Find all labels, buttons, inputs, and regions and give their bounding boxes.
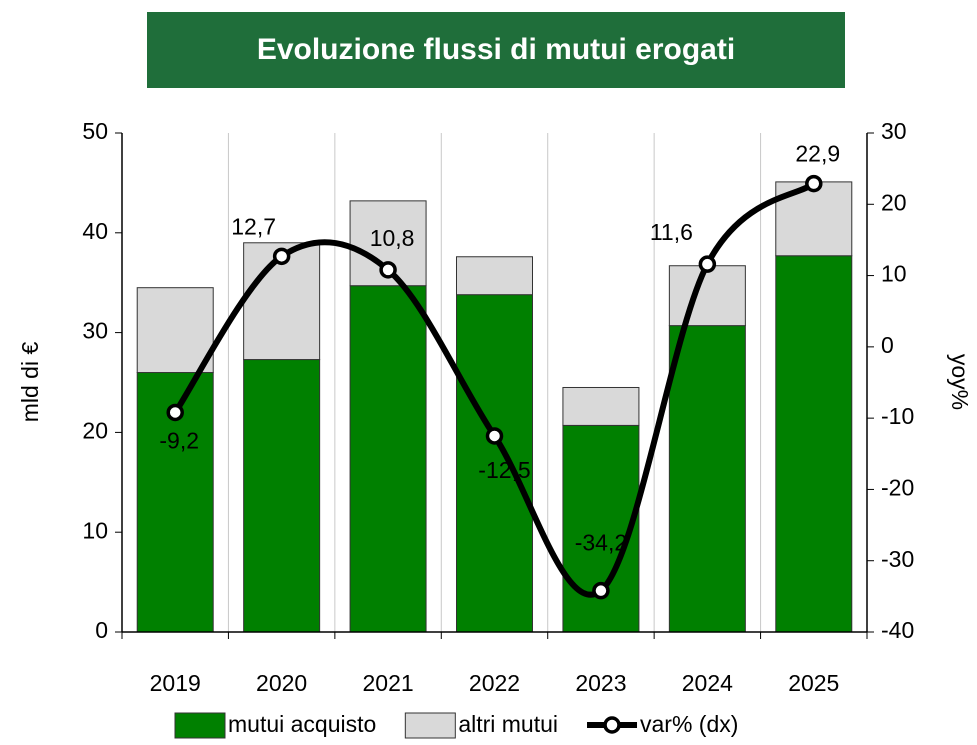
y2-tick-label: 0	[881, 332, 894, 358]
data-label: -9,2	[159, 428, 199, 454]
y-axis-title: mld di €	[17, 342, 43, 423]
data-label: 12,7	[231, 213, 276, 239]
legend-swatch	[404, 712, 456, 739]
line-marker	[698, 255, 717, 273]
x-tick-label: 2019	[150, 670, 201, 696]
line-marker	[485, 427, 504, 445]
y2-tick-label: 10	[881, 261, 907, 287]
bar	[668, 265, 746, 327]
line-marker	[166, 403, 184, 422]
data-label: -34,2	[575, 530, 627, 556]
y2-tick-label: -30	[881, 546, 914, 572]
y-tick-label: 40	[82, 218, 108, 244]
bar	[668, 325, 746, 633]
line-marker	[592, 581, 610, 600]
line-marker	[379, 261, 397, 279]
y2-tick-label: -40	[881, 617, 914, 643]
y-tick-label: 20	[82, 417, 108, 443]
legend-swatch	[174, 712, 226, 739]
y2-tick-label: -10	[881, 403, 914, 429]
y-tick-label: 10	[82, 517, 108, 543]
y2-tick-label: -20	[881, 475, 914, 501]
bar	[775, 255, 853, 633]
title-box	[147, 12, 845, 88]
x-tick-label: 2024	[682, 670, 733, 696]
x-tick-label: 2020	[256, 670, 307, 696]
legend-label: altri mutui	[458, 711, 558, 737]
chart-title: Evoluzione flussi di mutui erogati	[257, 33, 735, 66]
line-marker	[805, 174, 823, 193]
y-tick-label: 50	[82, 118, 108, 144]
bar	[243, 359, 321, 633]
x-tick-label: 2025	[788, 670, 839, 696]
bar	[136, 287, 214, 374]
bar	[349, 285, 427, 633]
legend-label: var% (dx)	[640, 711, 738, 737]
x-tick-label: 2023	[575, 670, 626, 696]
data-label: 22,9	[795, 141, 840, 167]
data-label: -12,5	[478, 457, 530, 483]
legend-swatch	[603, 716, 621, 734]
data-label: 10,8	[370, 225, 415, 251]
y2-axis-title: yoy%	[947, 354, 973, 410]
x-tick-label: 2021	[362, 670, 413, 696]
y2-tick-label: 30	[881, 118, 907, 144]
y-tick-label: 0	[95, 617, 108, 643]
x-tick-label: 2022	[469, 670, 520, 696]
bar	[562, 386, 640, 426]
y2-tick-label: 20	[881, 189, 907, 215]
data-label: 11,6	[650, 219, 693, 245]
bar	[456, 256, 533, 296]
line-marker	[272, 247, 291, 266]
y-tick-label: 30	[82, 318, 108, 344]
legend-label: mutui acquisto	[228, 711, 376, 737]
